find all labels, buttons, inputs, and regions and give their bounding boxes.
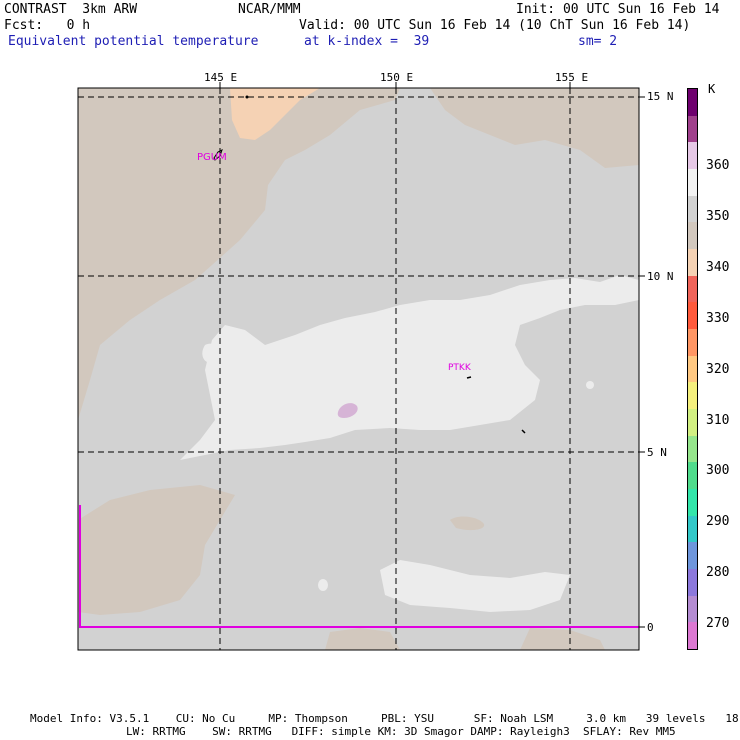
legend-swatch	[688, 275, 697, 303]
right-ticks	[219, 82, 645, 628]
legend-swatch	[688, 622, 697, 650]
legend-swatch	[688, 89, 697, 117]
contour-purple-blob	[337, 403, 358, 418]
legend-swatch	[688, 569, 697, 597]
graticule	[78, 88, 639, 650]
legend-swatch	[688, 542, 697, 570]
valid-time: Valid: 00 UTC Sun 16 Feb 14 (10 ChT Sun …	[299, 18, 691, 33]
legend-label: 330	[706, 310, 730, 326]
color-legend	[687, 88, 698, 650]
station-pgum: PGUM	[197, 152, 227, 163]
lon-label-145: 145 E	[204, 71, 238, 84]
lat-label-0: 0	[647, 621, 654, 634]
legend-swatch	[688, 409, 697, 437]
contour-light-west	[202, 343, 218, 363]
smoothing: sm= 2	[578, 34, 618, 49]
lat-label-10n: 10 N	[647, 270, 674, 283]
contour-light-central	[180, 275, 639, 460]
legend-label: 350	[706, 208, 730, 224]
contour-fill	[78, 88, 639, 650]
lon-label-155: 155 E	[555, 71, 589, 84]
legend-swatch	[688, 489, 697, 517]
map-frame	[77, 87, 640, 651]
legend-swatch	[688, 249, 697, 277]
legend-swatch	[688, 195, 697, 223]
legend-label: 320	[706, 361, 730, 377]
contour-tan-bottom	[325, 628, 400, 650]
legend-swatch	[688, 435, 697, 463]
legend-label: 270	[706, 616, 730, 632]
legend-swatch	[688, 142, 697, 170]
legend-label: 360	[706, 158, 730, 173]
model-name: CONTRAST 3km ARW	[4, 2, 138, 17]
contour-tan-south	[78, 485, 235, 615]
organization: NCAR/MMM	[238, 2, 301, 17]
chuuk-island	[466, 376, 472, 379]
legend-label: 300	[706, 463, 730, 479]
lon-label-150: 150 E	[380, 71, 414, 84]
legend-swatch	[688, 115, 697, 143]
contour-peach-north	[230, 88, 320, 140]
legend-swatch	[688, 222, 697, 250]
guam-island	[213, 149, 223, 161]
contour-light-dot-2	[586, 381, 594, 389]
forecast-hour: Fcst: 0 h	[4, 18, 91, 33]
lat-label-5n: 5 N	[647, 446, 667, 459]
legend-label: 310	[706, 412, 730, 428]
equator-boundary	[79, 505, 639, 628]
legend-swatch	[688, 382, 697, 410]
legend-swatch	[688, 302, 697, 330]
legend-swatch	[688, 355, 697, 383]
legend-label: 280	[706, 565, 730, 581]
vertical-level: at k-index = 39	[304, 34, 430, 49]
lat-label-15n: 15 N	[647, 90, 674, 103]
island-north	[245, 95, 249, 99]
legend-swatch	[688, 462, 697, 490]
footer-line-2: LW: RRTMG SW: RRTMG DIFF: simple KM: 3D …	[126, 725, 676, 738]
legend-unit: K	[708, 82, 716, 96]
contour-light-south	[380, 560, 570, 612]
footer-line-1: Model Info: V3.5.1 CU: No Cu MP: Thompso…	[30, 712, 740, 725]
contour-tan-south-small	[450, 516, 485, 531]
pohnpei-island	[521, 429, 526, 434]
contour-tan-northeast	[430, 88, 639, 168]
legend-swatch	[688, 169, 697, 197]
contour-light-dot-1	[318, 579, 328, 591]
contour-tan-bottom-right	[520, 628, 605, 650]
init-time: Init: 00 UTC Sun 16 Feb 14	[516, 2, 720, 17]
station-ptkk: PTKK	[448, 363, 471, 373]
legend-swatch	[688, 595, 697, 623]
legend-label: 290	[706, 514, 730, 530]
contour-tan-west	[78, 88, 400, 420]
contour-light-dot-3	[463, 419, 469, 425]
legend-label: 340	[706, 259, 730, 275]
legend-swatch	[688, 329, 697, 357]
field-name: Equivalent potential temperature	[8, 34, 259, 49]
legend-swatch	[688, 515, 697, 543]
